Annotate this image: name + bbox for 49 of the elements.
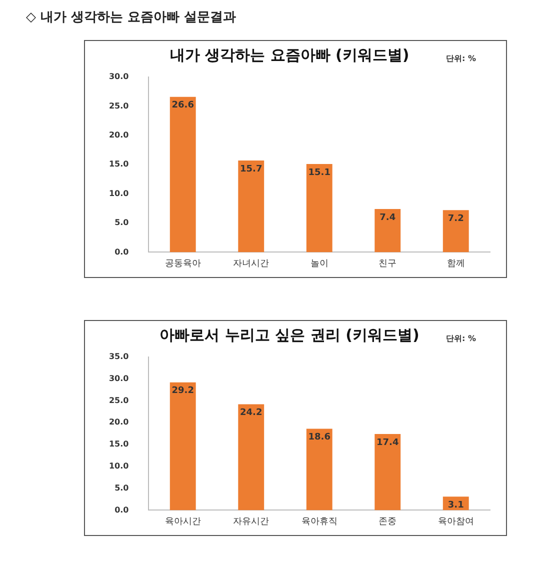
bar [170, 96, 196, 252]
text: ◇ 내가 생각하는 요즘아빠 설문결과 [26, 9, 238, 26]
y-tick-label: 30.0 [108, 72, 130, 82]
bar [374, 208, 401, 252]
data-label: 17.4 [376, 438, 399, 448]
y-tick-label: 20.0 [108, 130, 130, 140]
x-tick-label: 친구 [378, 258, 397, 269]
chart-title: 내가 생각하는 요즘아빠 (키워드별) [170, 46, 410, 64]
data-label: 29.2 [172, 386, 194, 396]
bar [238, 160, 264, 252]
text: 단위: % [446, 54, 476, 64]
y-tick-label: 10.0 [108, 462, 130, 471]
y-tick-label: 25.0 [108, 396, 130, 405]
data-label: 24.2 [240, 408, 262, 418]
data-label: 15.7 [240, 164, 262, 174]
data-label: 18.6 [308, 432, 330, 443]
y-tick-label: 5.0 [114, 483, 130, 492]
y-tick-label: 5.0 [114, 218, 130, 228]
data-label: 3.1 [448, 500, 464, 510]
x-tick-label: 놀이 [310, 258, 328, 269]
x-tick-label: 육아시간 [164, 516, 201, 527]
y-tick-label: 0.0 [114, 505, 130, 514]
x-tick-label: 자녀시간 [233, 258, 270, 269]
text: 단위: % [446, 334, 476, 344]
x-tick-label: 자유시간 [233, 516, 270, 527]
data-label: 15.1 [308, 168, 330, 178]
x-tick-label: 존중 [378, 516, 397, 527]
bar [306, 428, 332, 510]
bar [170, 382, 196, 510]
bar [238, 404, 264, 510]
bar [306, 164, 332, 252]
x-tick-label: 공동육아 [164, 258, 201, 269]
y-tick-label: 20.0 [108, 418, 130, 427]
x-tick-label: 함께 [446, 258, 465, 269]
y-tick-label: 35.0 [108, 352, 130, 362]
data-label: 7.2 [448, 214, 464, 224]
x-tick-label: 육아휴직 [301, 516, 338, 527]
y-tick-label: 15.0 [108, 440, 130, 449]
y-tick-label: 0.0 [114, 247, 130, 256]
chart-title: 아빠로서 누리고 싶은 권리 (키워드별) [160, 326, 420, 344]
y-tick-label: 15.0 [108, 160, 130, 169]
data-label: 7.4 [380, 212, 396, 223]
data-label: 26.6 [172, 100, 194, 111]
bar [374, 434, 401, 510]
y-tick-label: 30.0 [108, 374, 130, 383]
bar [442, 210, 469, 252]
y-tick-label: 25.0 [108, 101, 130, 110]
x-tick-label: 육아참여 [438, 516, 474, 527]
y-tick-label: 10.0 [108, 188, 130, 198]
